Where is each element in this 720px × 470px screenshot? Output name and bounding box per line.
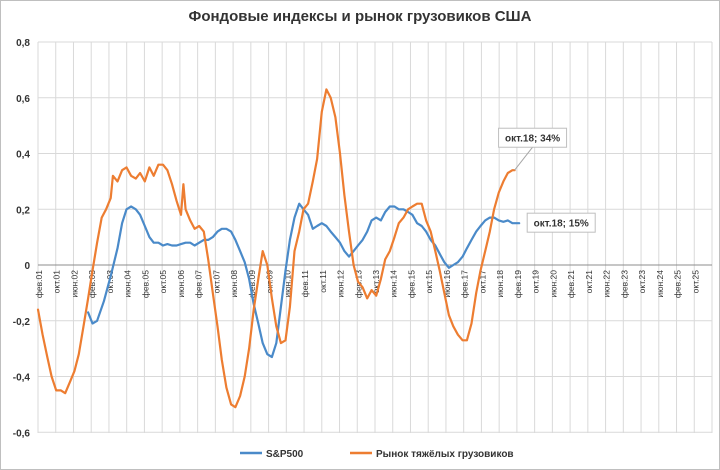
x-tick-label: фев.23 [619, 270, 629, 298]
series-line-0 [87, 202, 521, 359]
annotation-box [526, 212, 596, 233]
x-tick-label: окт.01 [52, 270, 62, 294]
x-tick-label: окт.13 [371, 270, 381, 294]
x-tick-label: окт.07 [211, 270, 221, 294]
annotation-label: окт.18; 15% [534, 219, 589, 230]
annotation-label: окт.18; 34% [505, 134, 560, 145]
x-tick-label: фев.01 [34, 270, 44, 298]
y-tick-label: -0,6 [13, 428, 31, 439]
legend-label-0: S&P500 [266, 449, 304, 460]
x-tick-label: окт.25 [690, 270, 700, 294]
x-tick-label: окт.17 [477, 270, 487, 294]
x-tick-label: фев.25 [673, 270, 683, 298]
series-line-1 [36, 88, 516, 409]
chart-title: Фондовые индексы и рынок грузовиков США [188, 8, 532, 25]
x-tick-label: июн.18 [495, 270, 505, 298]
x-tick-label: июн.02 [69, 270, 79, 298]
x-tick-label: фев.17 [460, 270, 470, 298]
x-tick-label: фев.13 [353, 270, 363, 298]
legend-label-1: Рынок тяжёлых грузовиков [376, 449, 514, 460]
x-tick-label: июн.14 [389, 270, 399, 298]
y-tick-label: -0,4 [13, 373, 31, 384]
x-tick-label: фев.11 [300, 270, 310, 298]
x-tick-label: июн.22 [602, 270, 612, 298]
y-tick-label: 0,2 [16, 205, 30, 216]
y-tick-label: 0,4 [16, 150, 30, 161]
x-tick-label: фев.03 [87, 270, 97, 298]
x-tick-label: июн.12 [336, 270, 346, 298]
annotation-leader [514, 146, 533, 171]
y-axis: 0,8 0,6 0,4 0,2 0 -0,2 -0,4 -0,6 [13, 38, 31, 439]
x-tick-label: окт.05 [158, 270, 168, 294]
x-tick-label: фев.19 [513, 270, 523, 298]
gridlines [37, 41, 713, 433]
y-tick-label: 0 [24, 261, 30, 272]
x-tick-label: июн.16 [442, 270, 452, 298]
y-tick-label: -0,2 [13, 317, 31, 328]
y-tick-label: 0,8 [16, 38, 30, 49]
y-tick-label: 0,6 [16, 94, 30, 105]
x-tick-label: окт.19 [531, 270, 541, 294]
x-tick-label: фев.09 [247, 270, 257, 298]
x-tick-label: окт.21 [584, 270, 594, 294]
x-tick-label: окт.15 [424, 270, 434, 294]
legend: S&P500 Рынок тяжёлых грузовиков [240, 449, 514, 460]
x-tick-label: июн.10 [282, 270, 292, 298]
annotations: окт.18; 34% окт.18; 15% [498, 127, 596, 233]
series-lines [36, 88, 521, 409]
annotation-box [498, 127, 568, 148]
x-tick-label: фев.21 [566, 270, 576, 298]
x-tick-label: окт.23 [637, 270, 647, 294]
x-tick-label: окт.11 [318, 270, 328, 293]
x-tick-label: фев.07 [194, 270, 204, 298]
x-tick-label: фев.05 [140, 270, 150, 298]
x-tick-label: июн.04 [123, 270, 133, 298]
x-tick-label: июн.24 [655, 270, 665, 298]
x-tick-label: фев.15 [406, 270, 416, 298]
x-axis: фев.01 окт.01 июн.02 фев.03 окт.03 июн.04 фев.… [34, 264, 712, 298]
x-tick-label: июн.06 [176, 270, 186, 298]
x-tick-label: июн.08 [229, 270, 239, 298]
x-tick-label: июн.20 [548, 270, 558, 298]
